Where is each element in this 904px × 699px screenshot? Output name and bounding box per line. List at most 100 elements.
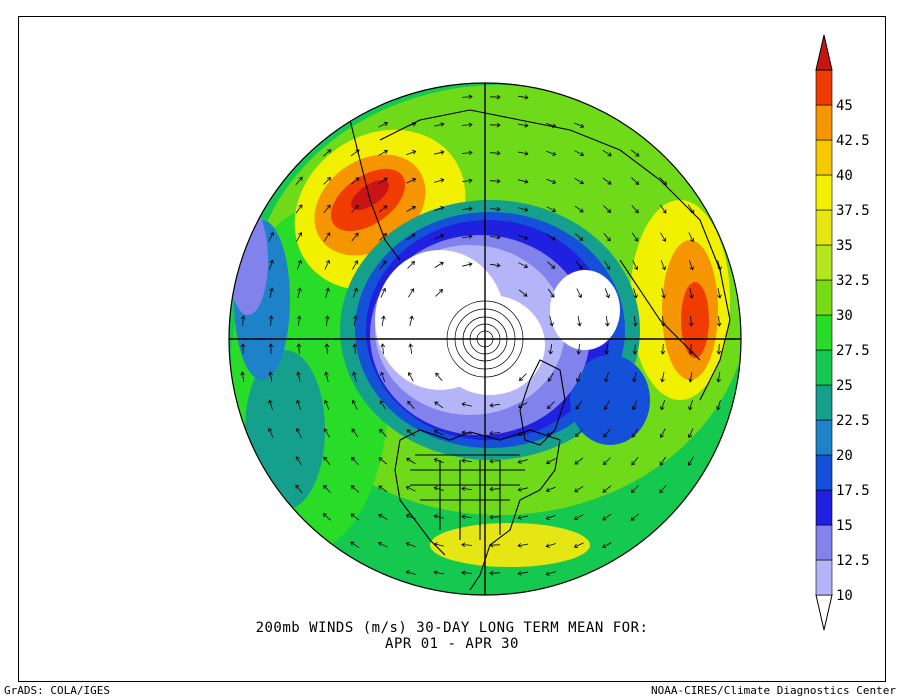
wind-arrow — [407, 400, 415, 409]
wind-arrow — [489, 430, 501, 436]
colorbar-swatch — [815, 419, 833, 456]
wind-arrow — [632, 372, 637, 383]
wind-arrow — [295, 176, 303, 186]
wind-arrow — [406, 429, 416, 437]
wind-arrow — [688, 315, 694, 327]
wind-arrow — [574, 429, 583, 438]
wind-arrow — [602, 485, 612, 493]
colorbar-swatch — [815, 384, 833, 421]
wind-arrow — [322, 149, 332, 157]
wind-arrow — [405, 485, 416, 492]
wind-arrow — [408, 288, 415, 298]
wind-arrow — [323, 232, 331, 242]
plot-frame — [18, 16, 886, 682]
wind-arrow — [660, 400, 666, 411]
wind-arrow — [378, 457, 388, 465]
wind-arrow — [379, 428, 387, 437]
colorbar-swatch — [815, 244, 833, 281]
wind-arrow — [716, 315, 722, 327]
wind-arrow — [324, 399, 330, 410]
wind-arrow — [489, 403, 500, 408]
wind-arrow — [574, 150, 585, 157]
wind-arrow — [688, 400, 693, 411]
wind-arrow — [603, 428, 611, 438]
wind-arrow — [518, 262, 529, 269]
wind-arrow — [489, 234, 501, 240]
wind-arrow — [545, 458, 556, 465]
wind-arrow — [295, 484, 303, 494]
wind-arrow — [380, 343, 386, 355]
colorbar-swatch — [815, 349, 833, 386]
wind-arrow — [379, 232, 388, 241]
wind-arrow — [545, 514, 556, 520]
wind-arrow — [378, 121, 389, 128]
wind-arrow — [603, 205, 612, 213]
wind-arrow — [296, 371, 301, 382]
wind-arrow — [604, 260, 611, 270]
wind-arrow — [632, 315, 638, 327]
colorbar-swatch — [815, 314, 833, 351]
wind-arrow — [517, 487, 528, 492]
wind-arrow — [352, 260, 359, 270]
wind-arrow — [461, 150, 473, 156]
wind-arrow — [461, 458, 472, 463]
wind-arrow — [659, 428, 666, 439]
colorbar-label: 42.5 — [836, 133, 870, 149]
wind-arrow — [380, 287, 386, 298]
wind-arrow — [546, 401, 555, 410]
jet-pacific-dark — [351, 179, 389, 211]
wind-arrow — [324, 315, 330, 327]
wind-arrow — [577, 316, 582, 327]
wind-arrow — [716, 343, 722, 355]
wind-arrow — [377, 541, 388, 548]
colorbar-label: 12.5 — [836, 553, 870, 569]
wind-arrow — [517, 459, 528, 464]
wind-arrow — [688, 372, 693, 383]
wind-arrow — [633, 288, 638, 299]
wind-arrow — [378, 513, 388, 520]
wind-arrow — [574, 485, 584, 493]
wind-arrow — [573, 542, 584, 548]
wind-arrow — [352, 343, 358, 355]
wind-arrow — [350, 177, 360, 185]
wind-arrow — [518, 289, 528, 297]
wind-arrow — [295, 456, 303, 466]
wind-arrow — [688, 260, 694, 271]
wind-arrow — [545, 486, 556, 492]
wind-arrow — [434, 150, 445, 155]
wind-arrow — [324, 343, 330, 355]
wind-arrow — [379, 400, 387, 410]
pole-calm-east — [550, 270, 620, 350]
asia-coast-outline — [349, 119, 401, 261]
wind-arrow — [659, 456, 667, 466]
wind-arrow — [269, 259, 274, 270]
band-purple-west — [229, 205, 268, 315]
colorbar-swatch — [815, 524, 833, 561]
wind-arrow — [350, 541, 360, 549]
wind-arrow — [406, 205, 416, 212]
wind-arrow — [688, 232, 695, 243]
wind-arrow — [296, 399, 302, 410]
wind-arrow — [352, 371, 357, 382]
wind-arrow — [268, 427, 274, 438]
wind-arrow — [240, 343, 246, 355]
wind-arrow — [351, 399, 358, 410]
wind-arrow — [574, 205, 584, 213]
wind-arrow — [406, 233, 416, 241]
wind-arrow — [602, 513, 612, 521]
eurasia-outline — [379, 109, 731, 401]
ring-blue-south — [570, 355, 650, 445]
wind-arrow — [405, 570, 416, 575]
wind-arrow — [433, 486, 444, 491]
wind-arrow — [380, 371, 386, 382]
wind-arrow — [630, 513, 640, 521]
wind-arrow — [660, 260, 666, 271]
wind-arrow — [717, 288, 722, 299]
wind-arrow — [351, 456, 359, 465]
wind-arrow — [406, 150, 417, 156]
wind-arrow — [687, 456, 694, 466]
wind-arrow — [659, 204, 667, 214]
colorbar-swatch — [815, 489, 833, 526]
wind-arrow — [296, 315, 302, 327]
colorbar-swatch — [815, 209, 833, 246]
